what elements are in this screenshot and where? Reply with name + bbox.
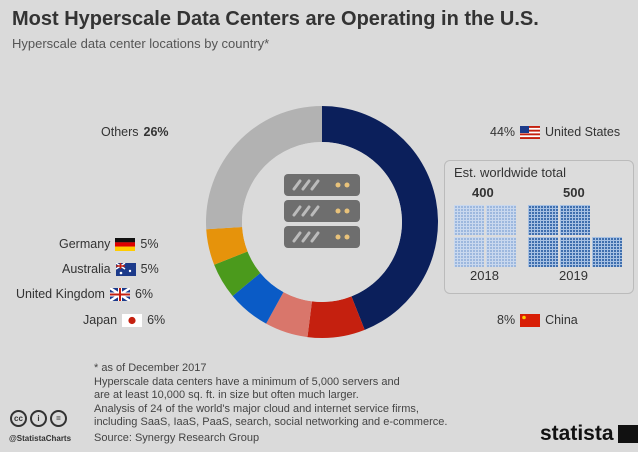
australia-flag-icon (115, 263, 136, 276)
donut-slice-china (307, 296, 365, 338)
label-others-name: Others (101, 125, 139, 139)
waffle-block-2018 (486, 237, 516, 267)
waffle-block-2019 (560, 237, 590, 267)
china-flag-icon (520, 314, 541, 327)
label-us-value: 44% (490, 125, 516, 139)
label-australia: Australia 5% (62, 262, 159, 277)
inset-title: Est. worldwide total (454, 165, 566, 180)
attribution-icon: i (30, 410, 47, 427)
label-uk-name: United Kingdom (16, 287, 105, 301)
label-australia-value: 5% (140, 262, 159, 276)
waffle-block-2019 (592, 237, 622, 267)
donut-slice-united-states (322, 106, 439, 330)
waffle-block-2019 (528, 205, 558, 235)
donut-slice-others (206, 106, 322, 230)
label-japan-value: 6% (147, 313, 166, 327)
label-uk: United Kingdom 6% (16, 287, 153, 302)
label-others-value: 26% (143, 125, 169, 139)
label-uk-value: 6% (134, 287, 154, 301)
japan-flag-icon (122, 314, 143, 327)
inset-year-2018: 2018 (470, 268, 499, 283)
uk-flag-icon (109, 288, 130, 301)
label-australia-name: Australia (62, 262, 111, 276)
server-rack-icon (284, 174, 360, 248)
donut-slice-australia (214, 251, 261, 296)
brand-name: statista (540, 422, 614, 445)
creative-commons-icons: cc i = (10, 410, 67, 427)
source: Source: Synergy Research Group (94, 432, 260, 444)
footnotes: * as of December 2017 Hyperscale data ce… (94, 362, 447, 430)
label-china-name: China (545, 313, 578, 327)
label-germany-name: Germany (59, 237, 111, 251)
label-germany-value: 5% (140, 237, 159, 251)
no-derivatives-icon: = (50, 410, 67, 427)
inset-value-2019: 500 (563, 185, 585, 200)
note-line: are at least 10,000 sq. ft. in size but … (94, 389, 359, 401)
note-line: including SaaS, IaaS, PaaS, search, soci… (94, 416, 448, 428)
note-line: Analysis of 24 of the world's major clou… (94, 402, 419, 415)
label-china: 8% China (497, 313, 578, 328)
statista-logo: statista (540, 422, 638, 446)
chart-subtitle: Hyperscale data center locations by coun… (12, 36, 270, 51)
label-china-value: 8% (497, 313, 516, 327)
waffle-block-2019 (528, 237, 558, 267)
waffle-block-2018 (486, 205, 516, 235)
label-us: 44% United States (490, 125, 620, 140)
label-others: Others 26% (101, 125, 169, 140)
social-handle: @StatistaCharts (9, 434, 72, 443)
germany-flag-icon (115, 238, 136, 251)
donut-slice-japan (266, 292, 312, 338)
note-line: Hyperscale data centers have a minimum o… (94, 375, 400, 388)
label-japan: Japan 6% (83, 313, 165, 328)
donut-slice-germany (206, 227, 248, 265)
waffle-block-2019 (560, 205, 590, 235)
chart-title: Most Hyperscale Data Centers are Operati… (12, 8, 539, 30)
us-flag-icon (520, 126, 541, 139)
waffle-block-2018 (454, 205, 484, 235)
note-line: * as of December 2017 (94, 362, 207, 374)
label-germany: Germany 5% (59, 237, 158, 252)
donut-slice-united-kingdom (232, 272, 284, 324)
cc-icon: cc (10, 410, 27, 427)
worldwide-total-inset: Est. worldwide total 400 500 2018 2019 (444, 160, 634, 294)
inset-year-2019: 2019 (559, 268, 588, 283)
statista-logo-icon (617, 425, 638, 443)
label-us-name: United States (545, 125, 621, 139)
inset-value-2018: 400 (472, 185, 494, 200)
label-japan-name: Japan (83, 313, 118, 327)
waffle-block-2018 (454, 237, 484, 267)
